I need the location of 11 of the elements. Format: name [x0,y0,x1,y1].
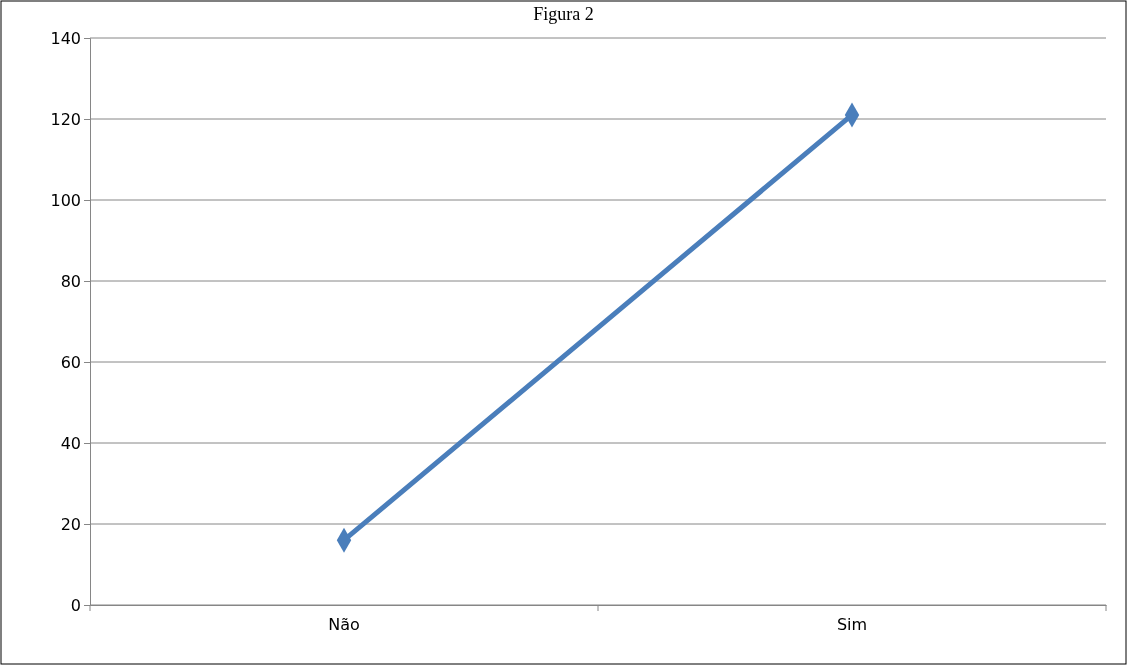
y-tick-label: 80 [60,271,81,291]
y-tick-label: 40 [60,433,81,453]
x-tick-label: Não [328,615,360,635]
y-tick-label: 60 [60,352,81,372]
y-tick-label: 120 [50,109,81,129]
y-tick-label: 140 [50,28,81,48]
x-tick-label: Sim [836,615,868,635]
y-tick-label: 20 [60,514,81,534]
chart-title: Figura 2 [533,4,594,24]
y-tick-label: 0 [70,595,81,615]
y-tick-label: 100 [50,190,81,210]
